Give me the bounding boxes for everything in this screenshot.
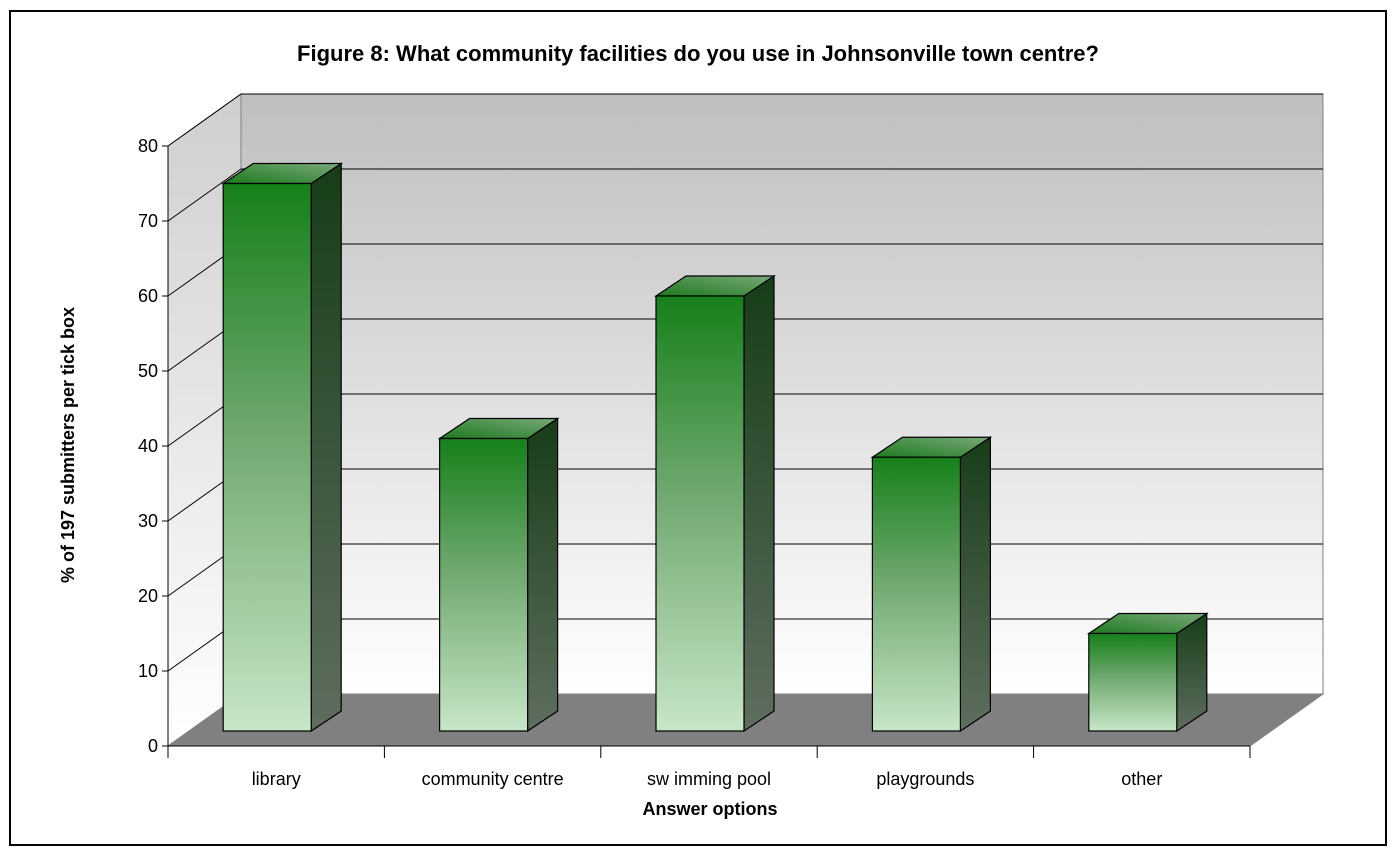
bar bbox=[439, 437, 529, 732]
y-tick-label: 40 bbox=[138, 436, 158, 456]
x-tick-label: community centre bbox=[422, 769, 564, 789]
y-tick-label: 10 bbox=[138, 661, 158, 681]
x-tick-label: sw imming pool bbox=[647, 769, 771, 789]
y-tick-label: 70 bbox=[138, 211, 158, 231]
y-tick-label: 20 bbox=[138, 586, 158, 606]
y-tick-label: 0 bbox=[148, 736, 158, 756]
bar bbox=[1088, 632, 1178, 732]
plot-area: 0 10 20 30 40 50 60 70 80 library community centre… bbox=[138, 93, 1325, 789]
bar bbox=[655, 295, 745, 732]
y-tick-label: 60 bbox=[138, 286, 158, 306]
bar-side bbox=[959, 436, 992, 733]
bar-side bbox=[526, 417, 559, 733]
y-tick-label: 30 bbox=[138, 511, 158, 531]
y-tick-label: 50 bbox=[138, 361, 158, 381]
gridline-side bbox=[167, 168, 242, 222]
gridline-side bbox=[167, 93, 242, 147]
x-tick-label: other bbox=[1121, 769, 1162, 789]
x-tick-label: library bbox=[252, 769, 301, 789]
x-axis-title: Answer options bbox=[642, 799, 777, 819]
bar bbox=[222, 182, 312, 732]
chart-title: Figure 8: What community facilities do y… bbox=[297, 41, 1099, 66]
bar bbox=[871, 456, 962, 732]
y-axis-title: % of 197 submitters per tick box bbox=[58, 307, 78, 583]
y-tick-label: 80 bbox=[138, 136, 158, 156]
bar-side bbox=[743, 274, 775, 733]
bar-side bbox=[310, 162, 342, 733]
x-tick-label: playgrounds bbox=[876, 769, 974, 789]
